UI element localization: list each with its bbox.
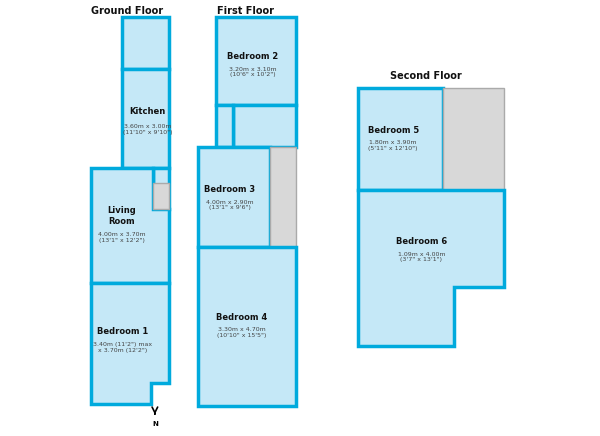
- Text: N: N: [152, 421, 158, 427]
- Text: Second Floor: Second Floor: [390, 71, 461, 81]
- Polygon shape: [122, 68, 169, 168]
- Bar: [358, 88, 443, 190]
- Text: Bedroom 2: Bedroom 2: [227, 52, 278, 61]
- Text: Bedroom 6: Bedroom 6: [395, 237, 447, 246]
- Bar: [153, 168, 169, 209]
- Text: Bedroom 5: Bedroom 5: [368, 126, 419, 135]
- Text: 4.00m x 2.90m
(13'1" x 9'6"): 4.00m x 2.90m (13'1" x 9'6"): [206, 200, 254, 211]
- Text: 3.30m x 4.70m
(10'10" x 15'5"): 3.30m x 4.70m (10'10" x 15'5"): [217, 327, 266, 338]
- Bar: [269, 146, 296, 248]
- Polygon shape: [358, 190, 505, 346]
- Bar: [443, 88, 505, 190]
- Bar: [198, 248, 296, 406]
- Bar: [215, 17, 296, 106]
- Text: Kitchen: Kitchen: [130, 107, 166, 116]
- Text: 3.40m (11'2") max
x 3.70m (12'2"): 3.40m (11'2") max x 3.70m (12'2"): [93, 342, 152, 352]
- Text: 3.20m x 3.10m
(10'6" x 10'2"): 3.20m x 3.10m (10'6" x 10'2"): [229, 67, 276, 78]
- Text: Bedroom 4: Bedroom 4: [216, 313, 267, 322]
- Polygon shape: [91, 168, 169, 283]
- Text: Living
Room: Living Room: [107, 206, 136, 225]
- Bar: [233, 106, 296, 146]
- Bar: [153, 184, 169, 209]
- Bar: [215, 106, 233, 146]
- Bar: [198, 146, 269, 248]
- Text: Bedroom 1: Bedroom 1: [97, 327, 148, 336]
- Text: 1.09m x 4.00m
(3'7" x 13'1"): 1.09m x 4.00m (3'7" x 13'1"): [398, 252, 445, 262]
- Bar: [122, 17, 169, 68]
- Text: 4.00m x 3.70m
(13'1" x 12'2"): 4.00m x 3.70m (13'1" x 12'2"): [98, 232, 145, 243]
- Text: 3.60m x 3.00m
(11'10" x 9'10"): 3.60m x 3.00m (11'10" x 9'10"): [123, 124, 172, 135]
- Polygon shape: [91, 283, 169, 404]
- Text: 1.80m x 3.90m
(5'11" x 12'10"): 1.80m x 3.90m (5'11" x 12'10"): [368, 140, 418, 151]
- Text: Bedroom 3: Bedroom 3: [204, 185, 256, 194]
- Text: First Floor: First Floor: [217, 6, 274, 16]
- Text: Ground Floor: Ground Floor: [91, 6, 163, 16]
